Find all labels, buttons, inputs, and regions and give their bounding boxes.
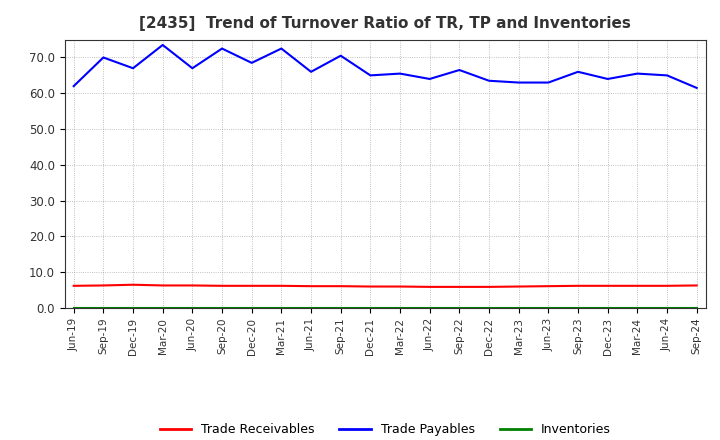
Inventories bbox=[485, 305, 493, 311]
Trade Receivables bbox=[396, 284, 405, 289]
Trade Receivables bbox=[455, 284, 464, 290]
Trade Receivables bbox=[544, 283, 553, 289]
Trade Receivables bbox=[662, 283, 671, 289]
Trade Payables bbox=[544, 80, 553, 85]
Inventories bbox=[129, 305, 138, 311]
Inventories bbox=[396, 305, 405, 311]
Trade Receivables bbox=[99, 283, 108, 288]
Inventories bbox=[662, 305, 671, 311]
Trade Receivables bbox=[603, 283, 612, 289]
Trade Payables bbox=[99, 55, 108, 60]
Line: Trade Receivables: Trade Receivables bbox=[73, 285, 697, 287]
Trade Payables bbox=[396, 71, 405, 76]
Title: [2435]  Trend of Turnover Ratio of TR, TP and Inventories: [2435] Trend of Turnover Ratio of TR, TP… bbox=[139, 16, 631, 32]
Trade Payables bbox=[336, 53, 345, 59]
Trade Payables bbox=[514, 80, 523, 85]
Trade Payables bbox=[248, 60, 256, 66]
Inventories bbox=[455, 305, 464, 311]
Trade Payables bbox=[158, 42, 167, 48]
Inventories bbox=[544, 305, 553, 311]
Inventories bbox=[603, 305, 612, 311]
Trade Receivables bbox=[277, 283, 286, 289]
Trade Receivables bbox=[366, 284, 374, 289]
Inventories bbox=[248, 305, 256, 311]
Trade Payables bbox=[662, 73, 671, 78]
Inventories bbox=[574, 305, 582, 311]
Trade Payables bbox=[693, 85, 701, 91]
Trade Payables bbox=[307, 69, 315, 74]
Trade Payables bbox=[574, 69, 582, 74]
Inventories bbox=[336, 305, 345, 311]
Inventories bbox=[366, 305, 374, 311]
Inventories bbox=[307, 305, 315, 311]
Trade Receivables bbox=[336, 283, 345, 289]
Inventories bbox=[69, 305, 78, 311]
Inventories bbox=[217, 305, 226, 311]
Trade Payables bbox=[69, 84, 78, 89]
Trade Receivables bbox=[514, 284, 523, 289]
Trade Payables bbox=[366, 73, 374, 78]
Trade Receivables bbox=[248, 283, 256, 289]
Inventories bbox=[99, 305, 108, 311]
Trade Payables bbox=[633, 71, 642, 76]
Trade Payables bbox=[188, 66, 197, 71]
Trade Receivables bbox=[633, 283, 642, 289]
Trade Receivables bbox=[188, 283, 197, 288]
Inventories bbox=[277, 305, 286, 311]
Trade Payables bbox=[426, 76, 434, 81]
Inventories bbox=[188, 305, 197, 311]
Legend: Trade Receivables, Trade Payables, Inventories: Trade Receivables, Trade Payables, Inven… bbox=[155, 418, 616, 440]
Trade Receivables bbox=[158, 283, 167, 288]
Inventories bbox=[158, 305, 167, 311]
Trade Payables bbox=[217, 46, 226, 51]
Trade Receivables bbox=[485, 284, 493, 290]
Inventories bbox=[426, 305, 434, 311]
Trade Receivables bbox=[574, 283, 582, 289]
Trade Receivables bbox=[69, 283, 78, 289]
Inventories bbox=[514, 305, 523, 311]
Inventories bbox=[633, 305, 642, 311]
Line: Trade Payables: Trade Payables bbox=[73, 45, 697, 88]
Trade Receivables bbox=[307, 283, 315, 289]
Trade Payables bbox=[277, 46, 286, 51]
Trade Receivables bbox=[129, 282, 138, 287]
Trade Payables bbox=[129, 66, 138, 71]
Trade Receivables bbox=[217, 283, 226, 289]
Trade Payables bbox=[455, 67, 464, 73]
Trade Payables bbox=[485, 78, 493, 84]
Inventories bbox=[693, 305, 701, 311]
Trade Payables bbox=[603, 76, 612, 81]
Trade Receivables bbox=[693, 283, 701, 288]
Trade Receivables bbox=[426, 284, 434, 290]
